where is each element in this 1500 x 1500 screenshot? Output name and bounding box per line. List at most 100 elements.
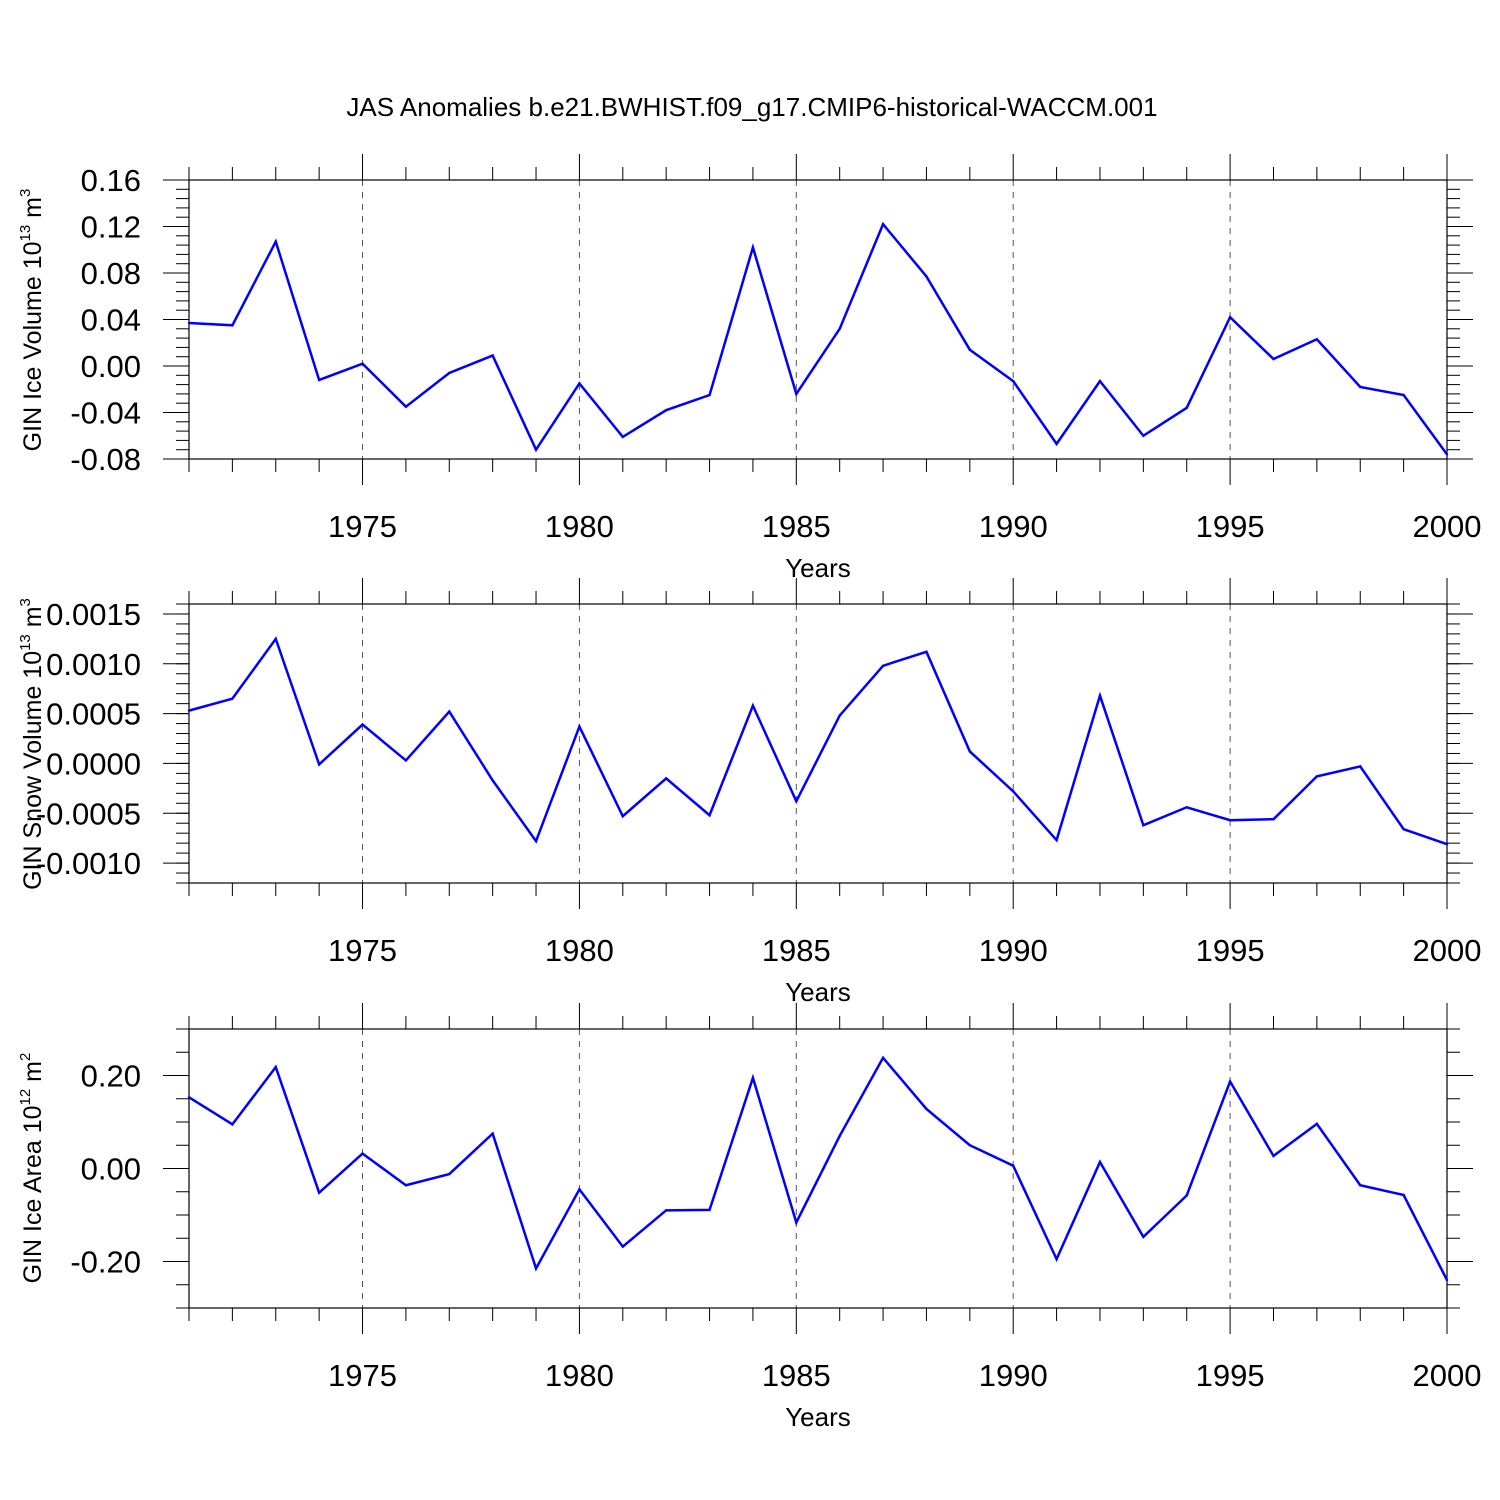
data-point (708, 814, 711, 817)
chart-panel-2: -0.0010 -0.0005 0.0000 0.0005 0.0010 0.0015 19… (17, 578, 1481, 1007)
x-tick-label: 1985 (762, 933, 831, 968)
data-point (578, 1188, 581, 1191)
data-point (534, 448, 538, 451)
data-point (925, 650, 928, 654)
y-axis-label-exponent: 12 (17, 1089, 34, 1106)
data-point (838, 714, 841, 717)
data-point (925, 1107, 928, 1111)
data-point (448, 710, 451, 713)
data-point (1402, 827, 1405, 831)
y-axis-label-text: GIN Snow Volume 10 (19, 651, 47, 890)
y-axis-label-exponent: 13 (17, 225, 34, 242)
y-tick-label: -0.0005 (36, 796, 141, 831)
data-point (404, 1184, 408, 1187)
data-point (274, 1065, 277, 1069)
data-point (317, 378, 321, 382)
data-point (1142, 1235, 1145, 1239)
data-point (664, 777, 668, 780)
data-point (1359, 765, 1362, 768)
data-point (795, 1221, 798, 1224)
y-axis-label-unit-exponent: 2 (17, 1053, 34, 1061)
data-point (881, 222, 885, 226)
x-tick-label: 1975 (328, 509, 397, 544)
data-point (664, 1209, 668, 1212)
data-point (1359, 385, 1362, 389)
data-point (664, 408, 668, 412)
y-tick-label: -0.20 (70, 1245, 141, 1280)
data-point (1315, 775, 1319, 778)
y-axis-label-unit: m (19, 197, 47, 225)
data-point (231, 1123, 234, 1126)
data-point (317, 763, 321, 766)
data-point (925, 275, 928, 278)
y-tick-label: 0.04 (81, 303, 141, 338)
data-point (1055, 442, 1058, 446)
y-tick-label: 0.0000 (46, 746, 141, 781)
data-point (968, 1144, 972, 1147)
x-axis-label: Years (785, 553, 851, 583)
chart-panel-3: -0.20 0.00 0.20 1975 1980 1985 1990 1995 2000 Yea… (17, 1003, 1481, 1432)
y-axis-label: GIN Snow Volume 1013 m3 (17, 598, 47, 890)
data-point (231, 697, 234, 700)
x-tick-label: 1990 (979, 1358, 1048, 1393)
data-point (1142, 434, 1145, 437)
series-line (188, 221, 1449, 456)
data-point (361, 1152, 364, 1155)
data-point (881, 1056, 885, 1060)
y-axis-label-unit: m (19, 606, 47, 634)
data-point (1272, 357, 1275, 361)
y-tick-label: 0.0010 (46, 647, 141, 682)
y-tick-label: 0.12 (81, 210, 141, 245)
data-point (1185, 406, 1188, 410)
y-axis-label-exponent: 13 (17, 634, 34, 651)
x-tick-label: 2000 (1413, 933, 1482, 968)
data-point (968, 750, 972, 753)
x-tick-label: 1995 (1196, 1358, 1265, 1393)
data-point (578, 382, 581, 385)
x-tick-label: 1985 (762, 509, 831, 544)
y-axis-label-unit-exponent: 3 (17, 598, 34, 606)
x-axis-label: Years (785, 1402, 851, 1432)
data-point (1098, 379, 1102, 383)
y-tick-label: 0.0005 (46, 697, 141, 732)
data-point (1272, 1154, 1275, 1158)
y-tick-label: 0.16 (81, 163, 141, 198)
data-point (491, 779, 494, 782)
data-point (1445, 1278, 1449, 1282)
data-point (1098, 694, 1102, 697)
data-point (187, 1096, 191, 1099)
data-point (1055, 1257, 1058, 1261)
data-point (361, 362, 364, 365)
x-tick-label: 1985 (762, 1358, 831, 1393)
data-point (708, 1208, 711, 1212)
data-point (751, 704, 755, 707)
x-tick-label: 1995 (1196, 509, 1265, 544)
x-axis-label: Years (785, 977, 851, 1007)
data-point (1012, 1164, 1015, 1167)
x-tick-label: 1975 (328, 933, 397, 968)
x-tick-label: 2000 (1413, 509, 1482, 544)
data-point (274, 637, 277, 641)
data-point (795, 800, 798, 803)
y-axis-label-unit: m (19, 1061, 47, 1089)
data-point (1359, 1184, 1362, 1187)
x-tick-label: 1980 (545, 1358, 614, 1393)
data-point (1228, 315, 1232, 319)
data-point (1315, 338, 1319, 341)
chart-panel-1: -0.08 -0.04 0.00 0.04 0.08 0.12 0.16 1975 1980 19… (17, 154, 1481, 583)
data-point (1098, 1160, 1102, 1164)
data-point (1445, 453, 1449, 456)
data-point (838, 1134, 841, 1138)
data-point (1185, 806, 1188, 809)
data-point (578, 725, 581, 728)
data-point (1228, 819, 1232, 822)
y-axis-label-unit-exponent: 3 (17, 189, 34, 197)
y-tick-label: 0.20 (81, 1059, 141, 1094)
data-point (534, 839, 538, 843)
data-point (317, 1191, 321, 1194)
y-tick-label: -0.0010 (36, 846, 141, 881)
y-tick-label: 0.0015 (46, 597, 141, 632)
y-tick-label: 0.00 (81, 1152, 141, 1187)
